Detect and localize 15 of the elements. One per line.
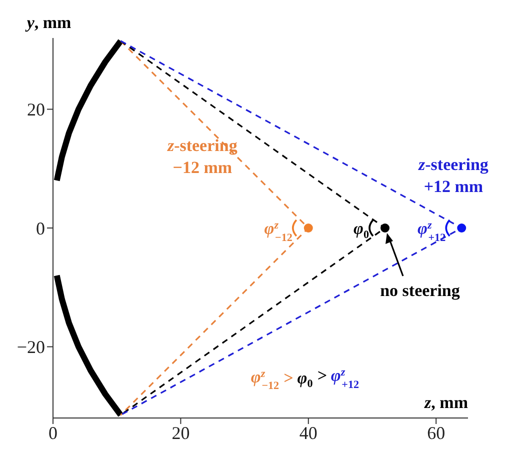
x-axis-title: z, mm xyxy=(424,393,468,412)
y-axis-title: y, mm xyxy=(24,13,72,32)
annotation: φ$^{z}$$_{−12}$ > xyxy=(250,367,298,392)
x-tick-label: 60 xyxy=(427,422,446,443)
y-tick-label: −20 xyxy=(16,337,45,358)
annotation: φ$_{0}$ xyxy=(354,219,370,241)
annotation: no steering xyxy=(380,281,460,300)
annotation: z-steering −12 mm xyxy=(166,136,238,177)
x-tick-label: 0 xyxy=(48,422,58,443)
annotation: φ$_{0}$ > xyxy=(297,366,331,390)
annotation: z-steering +12 mm xyxy=(418,154,489,196)
y-tick-label: 20 xyxy=(27,100,45,120)
y-tick-label: 0 xyxy=(36,218,45,238)
x-tick-label: 20 xyxy=(172,422,190,443)
x-tick-label: 40 xyxy=(299,422,318,443)
